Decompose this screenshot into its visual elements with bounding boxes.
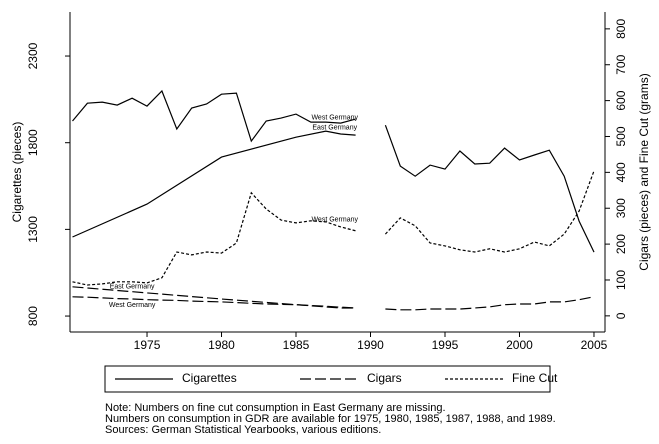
y-tick-label: 1300: [26, 216, 40, 243]
series-line: [72, 130, 356, 238]
y2-tick-label: 300: [614, 198, 628, 218]
series-line: [72, 296, 356, 309]
line-annotation: East Germany: [312, 125, 357, 132]
x-tick-label: 1985: [283, 338, 310, 352]
y2-tick-label: 700: [614, 54, 628, 74]
y-tick-label: 2300: [26, 42, 40, 69]
line-annotation: East Germany: [110, 284, 155, 291]
series-line: [384, 124, 595, 253]
line-annotation: West Germany: [311, 115, 358, 122]
series-line: [384, 170, 595, 253]
y-tick-label: 1800: [26, 129, 40, 156]
y2-tick-label: 200: [614, 234, 628, 254]
y2-tick-label: 400: [614, 162, 628, 182]
y2-tick-label: 600: [614, 90, 628, 110]
note: Sources: German Statistical Yearbooks, v…: [105, 424, 381, 436]
x-tick-label: 1980: [208, 338, 235, 352]
x-tick-label: 2000: [506, 338, 533, 352]
legend-box: [104, 365, 551, 393]
y2-tick-label: 800: [614, 19, 628, 39]
legend-label: Cigars: [367, 371, 402, 385]
line-annotation: West Germany: [311, 217, 358, 224]
x-tick-label: 1975: [134, 338, 161, 352]
y-axis-label: Cigarettes (pieces): [10, 122, 24, 223]
series-line: [72, 89, 356, 143]
note: Note: Numbers on fine cut consumption in…: [105, 402, 446, 414]
x-tick-label: 1995: [432, 338, 459, 352]
y2-tick-label: 100: [614, 270, 628, 290]
y-tick-label: 800: [26, 306, 40, 326]
series-line: [385, 296, 595, 311]
y2-tick-label: 500: [614, 126, 628, 146]
y2-tick-label: 0: [614, 312, 628, 319]
line-annotation: West Germany: [109, 302, 156, 309]
x-tick-label: 1990: [357, 338, 384, 352]
legend-label: Fine Cut: [512, 371, 558, 385]
series-line: [72, 191, 356, 286]
legend-label: Cigarettes: [182, 371, 237, 385]
note: Numbers on consumption in GDR are availa…: [105, 413, 556, 425]
y2-axis-label: Cigars (pieces) and Fine Cut (grams): [637, 73, 651, 270]
x-tick-label: 2005: [581, 338, 608, 352]
